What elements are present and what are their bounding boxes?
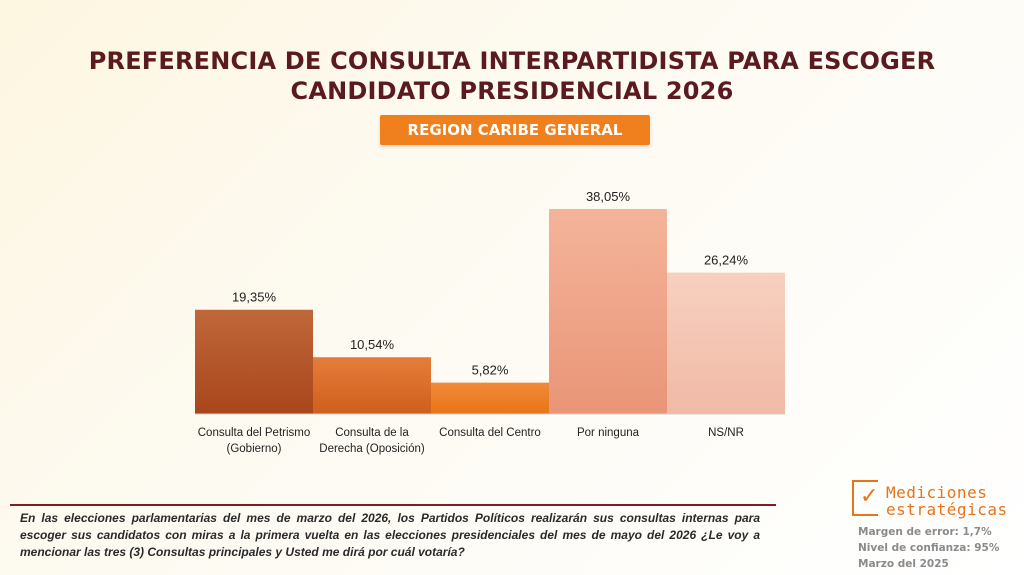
chart-title-line2: CANDIDATO PRESIDENCIAL 2026 <box>290 77 734 105</box>
logo-check-icon: ✓ <box>860 484 879 509</box>
bar-value-label-2: 10,54% <box>350 337 395 352</box>
category-label-line: Por ninguna <box>576 427 640 439</box>
bar-5 <box>667 272 785 414</box>
logo-bracket-icon <box>852 480 878 516</box>
category-label-line: Derecha (Oposición) <box>319 443 425 455</box>
bar-3 <box>431 382 549 414</box>
bar-2 <box>313 357 431 414</box>
chart-title-line1: PREFERENCIA DE CONSULTA INTERPARTIDISTA … <box>88 47 936 75</box>
bar-4 <box>549 209 667 414</box>
bar-value-label-5: 26,24% <box>704 253 749 268</box>
chart-title: PREFERENCIA DE CONSULTA INTERPARTIDISTA … <box>0 46 1024 106</box>
bar-value-label-3: 5,82% <box>472 363 509 378</box>
logo-text-line2: estratégicas <box>886 500 1008 519</box>
question-divider <box>10 504 776 506</box>
survey-date: Marzo del 2025 <box>858 558 949 570</box>
category-label-2: Consulta de la Derecha (Oposición) <box>302 425 442 457</box>
bar-1 <box>195 309 313 414</box>
category-label-line: (Gobierno) <box>226 443 282 455</box>
bar-value-label-4: 38,05% <box>586 189 631 204</box>
confidence-level: Nivel de confianza: 95% <box>858 542 1000 554</box>
category-label-1: Consulta del Petrismo (Gobierno) <box>184 425 324 457</box>
category-label-line: Consulta de la <box>335 427 409 439</box>
bar-chart: 19,35% 10,54% 5,82% 38,05% 26,24% <box>195 189 785 415</box>
margin-of-error: Margen de error: 1,7% <box>858 526 992 538</box>
category-label-5: NS/NR <box>656 425 796 441</box>
region-banner: REGION CARIBE GENERAL <box>380 115 650 145</box>
category-label-line: Consulta del Centro <box>439 427 541 439</box>
bar-value-label-1: 19,35% <box>232 290 277 305</box>
category-label-line: NS/NR <box>708 427 744 439</box>
category-label-4: Por ninguna <box>538 425 678 441</box>
brand-logo: ✓ Mediciones estratégicas <box>852 480 1022 524</box>
survey-question: En las elecciones parlamentarias del mes… <box>20 511 760 559</box>
category-label-3: Consulta del Centro <box>420 425 560 441</box>
logo-text-line1: Mediciones <box>886 483 988 502</box>
category-label-line: Consulta del Petrismo <box>197 427 311 439</box>
